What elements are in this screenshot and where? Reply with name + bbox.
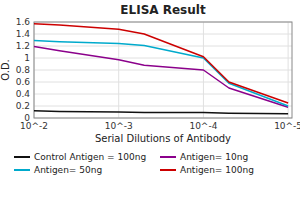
series-line [34, 24, 288, 103]
x-tick-label: 10^-5 [274, 121, 300, 131]
x-tick-label: 10^-2 [20, 121, 48, 131]
legend-label: Antigen= 10ng [180, 152, 248, 162]
title: ELISA Result [120, 3, 206, 17]
x-tick-label: 10^-3 [105, 121, 133, 131]
y-tick-label: 0.4 [16, 89, 31, 99]
series-line [34, 41, 288, 106]
y-grid-line [34, 94, 292, 95]
legend-swatch [14, 169, 30, 171]
legend-label: Control Antigen = 100ng [34, 152, 146, 162]
grid [34, 22, 292, 118]
y-tick-label: 0.8 [16, 65, 31, 75]
y-tick-label: 1.6 [16, 17, 31, 27]
x-grid-line [118, 22, 119, 118]
x-tick-label: 10^-4 [189, 121, 217, 131]
series-line [34, 111, 288, 114]
legend-label: Antigen= 50ng [34, 165, 102, 175]
series-lines [34, 24, 288, 114]
chart: 00.20.40.60.811.21.41.610^-210^-310^-410… [0, 0, 300, 200]
y-grid-line [34, 70, 292, 71]
y-tick-label: 1.4 [16, 29, 31, 39]
legend-swatch [160, 156, 176, 158]
y-axis-label: O.D. [0, 59, 11, 81]
y-tick-label: 0.2 [16, 101, 30, 111]
y-grid-line [34, 58, 292, 59]
legend-swatch [160, 169, 176, 171]
series-line [34, 47, 288, 108]
y-grid-line [34, 34, 292, 35]
y-tick-label: 1 [24, 53, 30, 63]
y-tick-label: 0.6 [16, 77, 31, 87]
y-grid-line [34, 106, 292, 107]
y-tick-label: 1.2 [16, 41, 30, 51]
legend: Control Antigen = 100ng Antigen= 10ng Anti… [14, 152, 254, 175]
x-axis-label: Serial Dilutions of Antibody [95, 133, 231, 144]
plot-frame [34, 22, 292, 118]
y-grid-line [34, 82, 292, 83]
legend-label: Antigen= 100ng [180, 165, 254, 175]
y-grid-line [34, 46, 292, 47]
legend-swatch [14, 156, 30, 158]
